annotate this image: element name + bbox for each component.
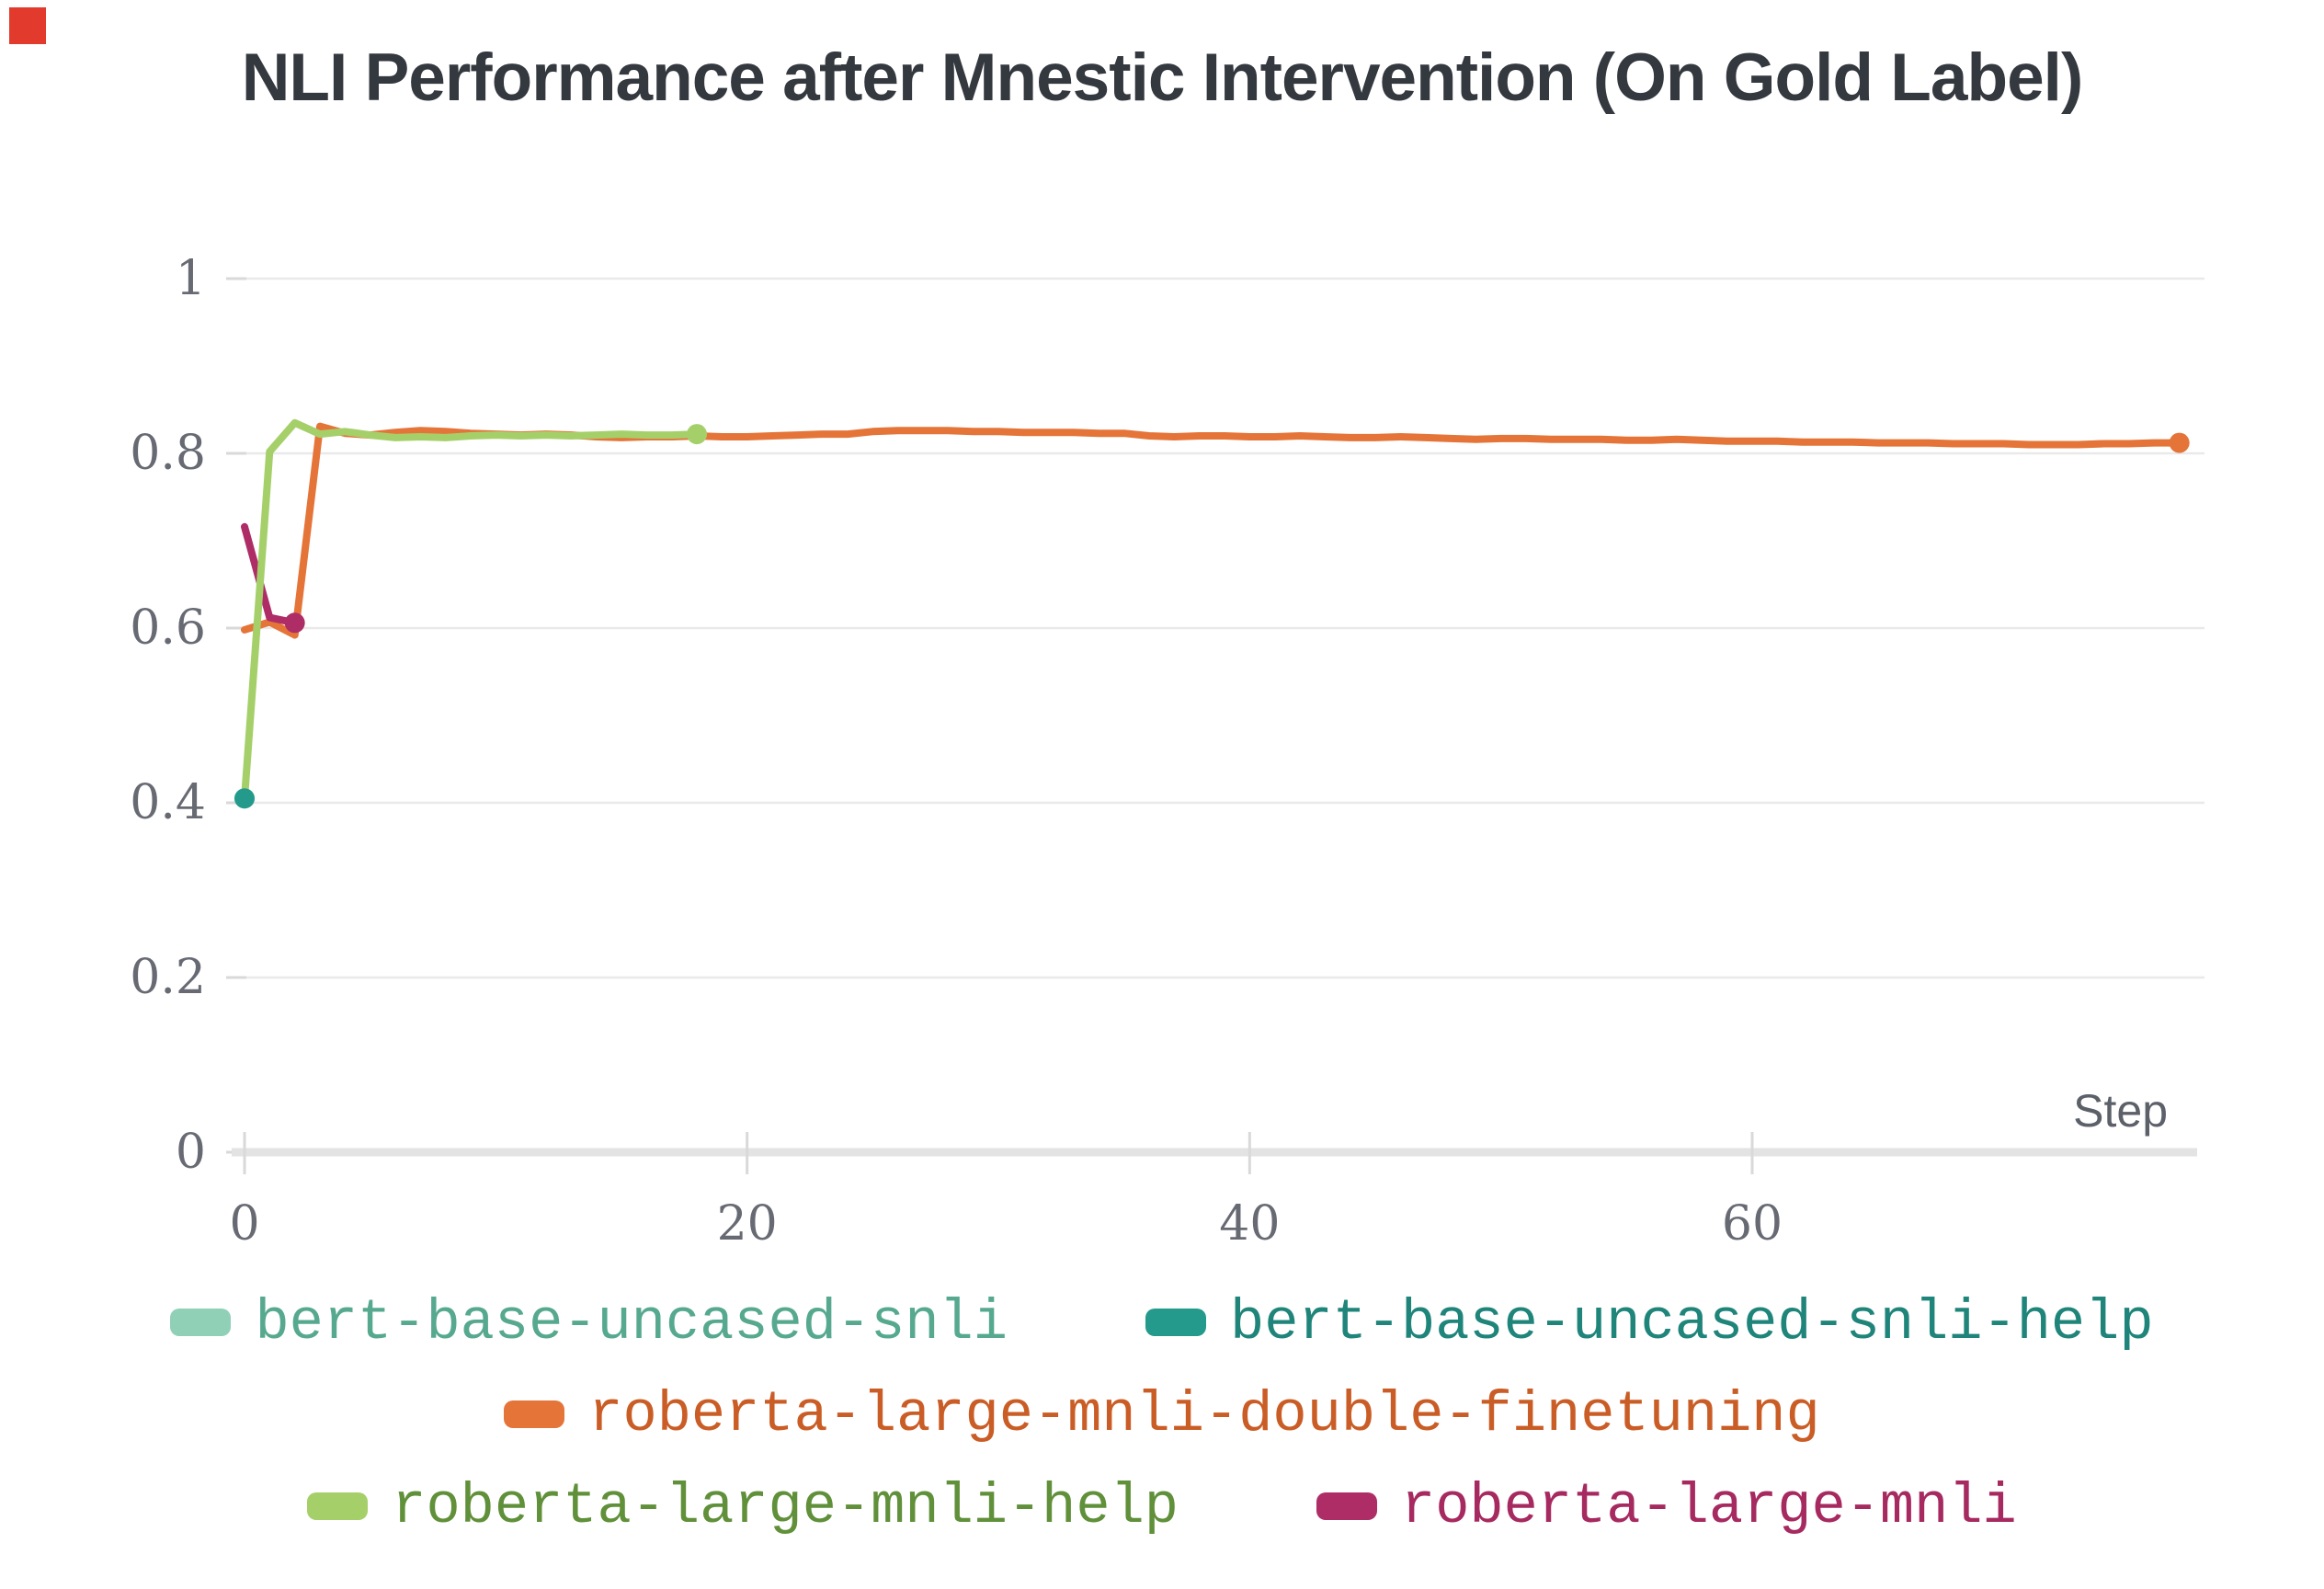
- legend-item-bert-base-uncased-snli-help[interactable]: bert-base-uncased-snli-help: [1145, 1290, 2154, 1355]
- legend-label-bert-base-uncased-snli: bert-base-uncased-snli: [255, 1289, 1008, 1355]
- legend-swatch-bert-base-uncased-snli-help: [1145, 1309, 1206, 1336]
- y-tick-label-0.2: 0.2: [130, 950, 206, 1005]
- series-line-roberta-large-mnli-help[interactable]: [241, 418, 701, 803]
- x-axis-title: Step: [2073, 1085, 2168, 1137]
- x-tick-label-0: 0: [229, 1196, 259, 1252]
- y-tick-label-0.4: 0.4: [130, 775, 206, 830]
- legend-item-roberta-large-mnli-help[interactable]: roberta-large-mnli-help: [307, 1474, 1179, 1539]
- legend-swatch-roberta-large-mnli: [1316, 1492, 1378, 1520]
- legend-row-1: bert-base-uncased-snli bert-base-uncased-…: [0, 1276, 2324, 1368]
- series-endpoint-roberta-large-mnli-help[interactable]: [687, 424, 707, 445]
- series-endpoint-roberta-large-mnli-double-finetuning[interactable]: [2169, 432, 2190, 453]
- series-line-roberta-large-mnli[interactable]: [241, 522, 299, 627]
- recording-indicator: [9, 7, 46, 44]
- x-tick-label-60: 60: [1722, 1196, 1783, 1252]
- legend-item-bert-base-uncased-snli[interactable]: bert-base-uncased-snli: [170, 1290, 1008, 1355]
- chart-title: NLI Performance after Mnestic Interventi…: [241, 40, 2084, 115]
- series-endpoint-roberta-large-mnli[interactable]: [284, 612, 305, 634]
- legend-swatch-roberta-large-mnli-double-finetuning: [504, 1400, 565, 1428]
- x-tick-label-40: 40: [1219, 1196, 1280, 1252]
- chart-legend: bert-base-uncased-snli bert-base-uncased-…: [0, 1276, 2324, 1552]
- legend-label-roberta-large-mnli-help: roberta-large-mnli-help: [392, 1473, 1179, 1539]
- legend-label-roberta-large-mnli-double-finetuning: roberta-large-mnli-double-finetuning: [588, 1381, 1820, 1447]
- y-tick-label-0.8: 0.8: [130, 426, 206, 481]
- legend-swatch-bert-base-uncased-snli: [170, 1309, 232, 1336]
- legend-label-roberta-large-mnli: roberta-large-mnli: [1401, 1473, 2017, 1539]
- x-tick-label-20: 20: [717, 1196, 778, 1252]
- y-tick-label-0.6: 0.6: [130, 600, 206, 656]
- legend-row-3: roberta-large-mnli-help roberta-large-mnl…: [0, 1460, 2324, 1552]
- legend-label-bert-base-uncased-snli-help: bert-base-uncased-snli-help: [1229, 1289, 2154, 1355]
- y-tick-label-0: 0: [176, 1125, 206, 1180]
- series-line-roberta-large-mnli-double-finetuning[interactable]: [241, 422, 2183, 639]
- legend-row-2: roberta-large-mnli-double-finetuning: [0, 1368, 2324, 1460]
- legend-item-roberta-large-mnli-double-finetuning[interactable]: roberta-large-mnli-double-finetuning: [504, 1381, 1820, 1447]
- legend-item-roberta-large-mnli[interactable]: roberta-large-mnli: [1316, 1474, 2017, 1539]
- y-tick-label-1: 1: [176, 251, 206, 306]
- series-endpoint-bert-base-uncased-snli-help[interactable]: [234, 788, 255, 809]
- legend-swatch-roberta-large-mnli-help: [307, 1492, 369, 1520]
